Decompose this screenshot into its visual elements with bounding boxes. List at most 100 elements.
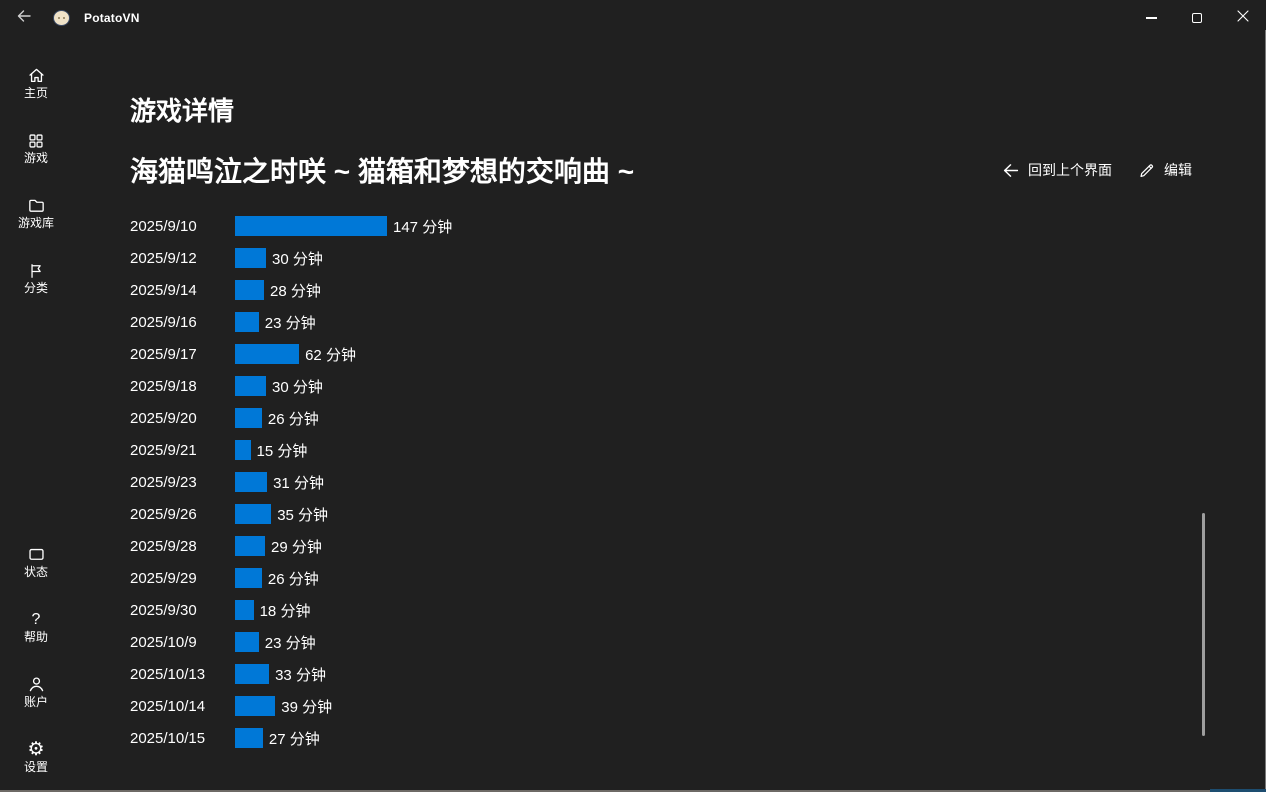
sidebar-item-label: 设置 bbox=[23, 760, 48, 774]
chart-row: 2025/9/18 30 分钟 bbox=[130, 370, 452, 402]
close-button[interactable] bbox=[1220, 2, 1266, 35]
chart-row: 2025/9/23 31 分钟 bbox=[130, 466, 452, 498]
maximize-button[interactable] bbox=[1174, 2, 1220, 35]
chart-date-label: 2025/9/28 bbox=[130, 537, 197, 555]
chart-row: 2025/9/29 26 分钟 bbox=[130, 562, 452, 594]
window-border-bottom bbox=[0, 790, 1210, 792]
chart-bar bbox=[235, 664, 270, 684]
chart-value-label: 15 分钟 bbox=[256, 442, 308, 460]
chart-row: 2025/10/9 23 分钟 bbox=[130, 626, 452, 658]
chart-value-label: 18 分钟 bbox=[259, 602, 311, 620]
minimize-icon bbox=[1145, 17, 1157, 19]
page-title: 游戏详情 bbox=[130, 96, 235, 126]
chart-row: 2025/9/14 28 分钟 bbox=[130, 274, 452, 306]
edit-button[interactable]: 编辑 bbox=[1138, 160, 1192, 180]
back-to-previous-label: 回到上个界面 bbox=[1028, 162, 1112, 178]
pencil-icon bbox=[1138, 162, 1155, 179]
flag-icon bbox=[27, 261, 45, 280]
chart-bar bbox=[235, 728, 263, 748]
folder-icon bbox=[27, 196, 46, 215]
sidebar-item-home[interactable]: 主页 bbox=[0, 66, 72, 100]
chart-bar bbox=[235, 632, 259, 652]
chart-value-label: 23 分钟 bbox=[264, 634, 316, 652]
grid-icon bbox=[27, 131, 45, 150]
back-arrow-button[interactable] bbox=[4, 2, 44, 34]
sidebar-item-label: 主页 bbox=[23, 86, 48, 100]
chart-bar bbox=[235, 504, 272, 524]
chart-bar bbox=[235, 280, 264, 300]
chart-value-label: 30 分钟 bbox=[272, 378, 323, 396]
chart-value-label: 30 分钟 bbox=[272, 250, 323, 268]
vertical-scrollbar-thumb[interactable] bbox=[1202, 513, 1205, 736]
chart-row: 2025/9/28 29 分钟 bbox=[130, 530, 452, 562]
sidebar-item-flag[interactable]: 分类 bbox=[0, 261, 72, 295]
playtime-chart: 2025/9/10 147 分钟 2025/9/12 30 分钟 2025/9/… bbox=[130, 210, 452, 754]
chart-date-label: 2025/10/13 bbox=[130, 665, 206, 683]
chart-row: 2025/9/26 35 分钟 bbox=[130, 498, 452, 530]
chart-date-label: 2025/10/14 bbox=[130, 697, 206, 715]
chart-bar bbox=[235, 440, 251, 460]
chart-date-label: 2025/9/30 bbox=[130, 601, 197, 619]
edit-label: 编辑 bbox=[1164, 162, 1192, 178]
chart-row: 2025/9/30 18 分钟 bbox=[130, 594, 452, 626]
chart-date-label: 2025/9/16 bbox=[130, 313, 197, 331]
home-icon bbox=[27, 66, 46, 85]
chart-date-label: 2025/9/18 bbox=[130, 377, 197, 395]
close-icon bbox=[1237, 9, 1249, 27]
question-icon: ? bbox=[31, 611, 41, 628]
chart-bar bbox=[235, 376, 266, 396]
back-arrow-icon bbox=[16, 8, 32, 29]
sidebar-item-grid[interactable]: 游戏 bbox=[0, 131, 72, 165]
chart-row: 2025/9/12 30 分钟 bbox=[130, 242, 452, 274]
chart-value-label: 28 分钟 bbox=[270, 282, 321, 300]
window-border-bottom-accent bbox=[1210, 789, 1266, 792]
game-title: 海猫鸣泣之时咲 ~ 猫箱和梦想的交响曲 ~ bbox=[130, 156, 635, 187]
chart-row: 2025/9/21 15 分钟 bbox=[130, 434, 452, 466]
chart-value-label: 29 分钟 bbox=[271, 538, 322, 556]
app-title: PotatoVN bbox=[84, 11, 140, 25]
sidebar-item-person[interactable]: 账户 bbox=[0, 675, 72, 709]
chart-bar bbox=[235, 312, 259, 332]
chart-row: 2025/10/15 27 分钟 bbox=[130, 722, 452, 754]
chart-date-label: 2025/9/20 bbox=[130, 409, 197, 427]
chart-bar bbox=[235, 248, 266, 268]
sidebar-item-label: 分类 bbox=[23, 281, 48, 295]
sidebar-item-label: 账户 bbox=[23, 695, 48, 709]
chart-row: 2025/9/16 23 分钟 bbox=[130, 306, 452, 338]
chart-row: 2025/9/20 26 分钟 bbox=[130, 402, 452, 434]
chart-bar bbox=[235, 344, 300, 364]
chart-value-label: 147 分钟 bbox=[393, 218, 453, 236]
person-icon bbox=[27, 675, 46, 694]
sidebar: 主页 游戏 游戏库 分类 状态 ? 帮助 账户 ⚙ 设置 bbox=[0, 36, 72, 792]
left-arrow-icon bbox=[1002, 162, 1019, 179]
chart-bar bbox=[235, 408, 262, 428]
chart-value-label: 31 分钟 bbox=[273, 474, 324, 492]
chart-date-label: 2025/9/29 bbox=[130, 569, 197, 587]
back-to-previous-button[interactable]: 回到上个界面 bbox=[1002, 160, 1112, 180]
chart-bar bbox=[235, 216, 387, 236]
sidebar-item-label: 状态 bbox=[23, 565, 48, 579]
chart-date-label: 2025/9/23 bbox=[130, 473, 197, 491]
chart-date-label: 2025/9/21 bbox=[130, 441, 197, 459]
sidebar-item-question[interactable]: ? 帮助 bbox=[0, 610, 72, 644]
titlebar: PotatoVN bbox=[0, 0, 1266, 36]
chart-row: 2025/9/17 62 分钟 bbox=[130, 338, 452, 370]
sidebar-item-monitor[interactable]: 状态 bbox=[0, 545, 72, 579]
minimize-button[interactable] bbox=[1128, 2, 1174, 35]
chart-value-label: 26 分钟 bbox=[267, 410, 319, 428]
chart-value-label: 23 分钟 bbox=[264, 314, 316, 332]
sidebar-item-label: 游戏 bbox=[23, 151, 48, 165]
sidebar-item-folder[interactable]: 游戏库 bbox=[0, 196, 72, 230]
monitor-icon bbox=[27, 545, 46, 564]
chart-value-label: 27 分钟 bbox=[268, 730, 320, 748]
sidebar-top-group: 主页 游戏 游戏库 分类 bbox=[0, 66, 72, 295]
sidebar-item-gear[interactable]: ⚙ 设置 bbox=[0, 740, 72, 774]
chart-bar bbox=[235, 536, 265, 556]
chart-bar bbox=[235, 568, 262, 588]
maximize-icon bbox=[1192, 13, 1202, 23]
chart-date-label: 2025/9/14 bbox=[130, 281, 197, 299]
sidebar-item-label: 游戏库 bbox=[17, 216, 54, 230]
chart-row: 2025/10/13 33 分钟 bbox=[130, 658, 452, 690]
chart-date-label: 2025/9/10 bbox=[130, 217, 197, 235]
chart-value-label: 26 分钟 bbox=[267, 570, 319, 588]
